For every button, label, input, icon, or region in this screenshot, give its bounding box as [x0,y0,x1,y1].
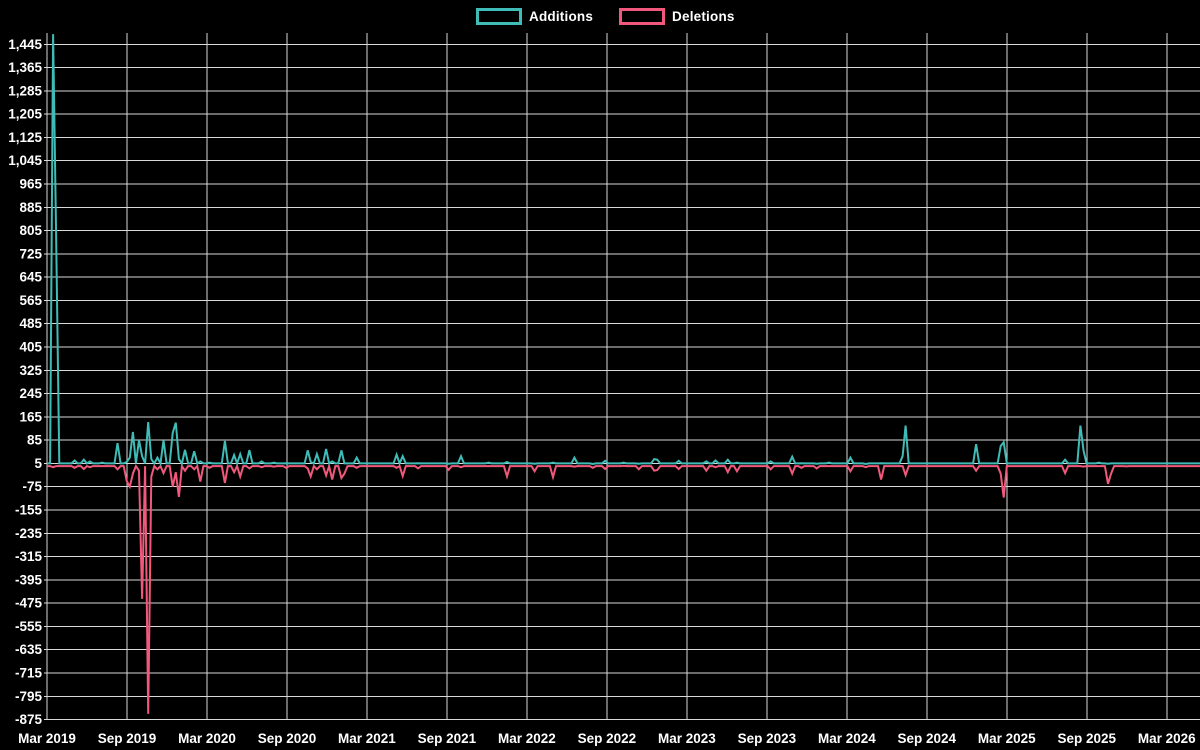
y-tick-label: -235 [15,526,43,541]
x-tick-label: Sep 2021 [418,731,477,746]
y-tick-label: 485 [19,316,42,331]
chart-legend: Additions Deletions [476,8,735,25]
x-tick-label: Mar 2023 [658,731,716,746]
y-tick-label: -635 [15,642,43,657]
legend-label-deletions: Deletions [672,9,735,24]
y-tick-label: 725 [19,246,42,261]
y-tick-label: -155 [15,503,43,518]
y-tick-label: 885 [19,200,42,215]
y-tick-label: 1,285 [8,83,42,98]
x-tick-label: Mar 2022 [498,731,556,746]
y-tick-label: 325 [19,363,42,378]
legend-item-deletions[interactable]: Deletions [619,8,735,25]
legend-label-additions: Additions [529,9,594,24]
y-tick-label: -795 [15,689,43,704]
y-tick-label: 805 [19,223,42,238]
x-tick-label: Sep 2023 [738,731,797,746]
x-tick-label: Sep 2022 [578,731,637,746]
y-tick-label: 565 [19,293,42,308]
y-tick-label: -715 [15,666,43,681]
x-tick-label: Sep 2025 [1058,731,1117,746]
x-tick-label: Sep 2020 [258,731,317,746]
y-tick-label: 1,045 [8,153,42,168]
x-tick-label: Mar 2020 [178,731,236,746]
y-tick-label: 405 [19,340,42,355]
x-tick-label: Mar 2026 [1138,731,1196,746]
y-tick-label: 5 [34,456,42,471]
y-tick-label: 1,125 [8,130,42,145]
y-tick-label: -395 [15,572,43,587]
x-tick-label: Sep 2019 [98,731,157,746]
deletions-swatch-icon [619,8,666,25]
deletions-line [47,462,1200,714]
x-tick-label: Mar 2025 [978,731,1036,746]
y-tick-label: 245 [19,386,42,401]
y-tick-label: 1,205 [8,107,42,122]
x-tick-label: Mar 2019 [18,731,76,746]
y-tick-label: -875 [15,712,43,727]
x-tick-label: Mar 2021 [338,731,396,746]
x-tick-label: Sep 2024 [898,731,957,746]
y-tick-label: -475 [15,596,43,611]
x-tick-label: Mar 2024 [818,731,876,746]
y-tick-label: 645 [19,270,42,285]
y-tick-label: 165 [19,409,42,424]
legend-item-additions[interactable]: Additions [476,8,593,25]
y-tick-label: 1,365 [8,60,42,75]
y-tick-label: 85 [27,433,43,448]
y-tick-label: -555 [15,619,43,634]
y-tick-label: 965 [19,177,42,192]
y-tick-label: -75 [22,479,42,494]
y-tick-label: -315 [15,549,43,564]
y-tick-label: 1,445 [8,37,42,52]
additions-line [47,34,1200,467]
additions-swatch-icon [476,8,522,25]
